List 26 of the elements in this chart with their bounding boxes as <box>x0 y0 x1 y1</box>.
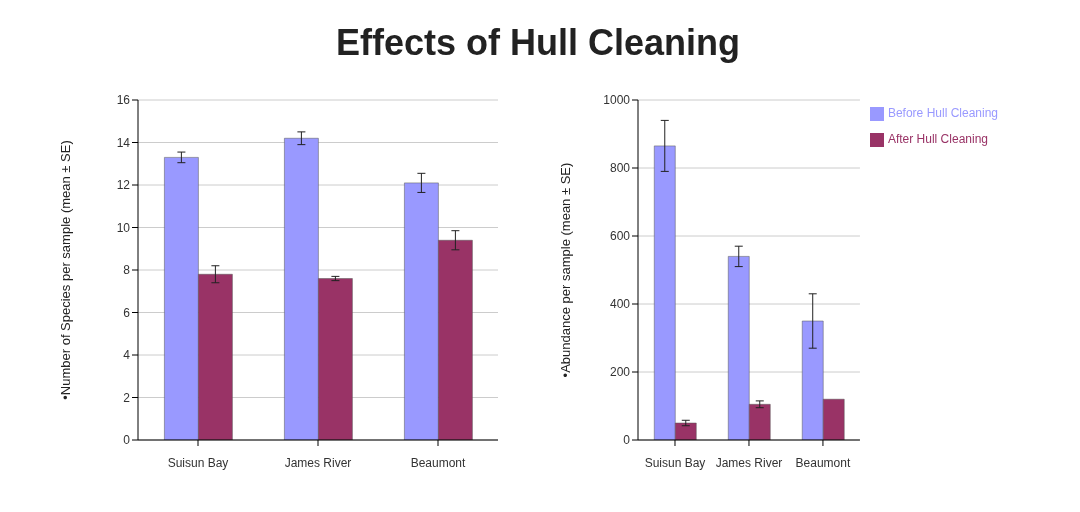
x-tick-label: James River <box>715 455 783 470</box>
y-tick-label: 400 <box>609 297 631 312</box>
x-tick-label: James River <box>284 455 352 470</box>
y-axis-title: •Abundance per sample (mean ± SE) <box>557 162 573 378</box>
legend-label: Before Hull Cleaning <box>887 106 998 120</box>
y-tick-label: 6 <box>123 305 131 320</box>
y-tick-label: 800 <box>609 161 631 176</box>
y-tick-label: 0 <box>623 433 631 448</box>
y-axis-title: •Number of Species per sample (mean ± SE) <box>57 140 73 400</box>
y-tick-label: 10 <box>116 220 131 235</box>
legend-label: After Hull Cleaning <box>887 132 988 146</box>
y-tick-label: 200 <box>609 365 631 380</box>
y-tick-label: 14 <box>116 135 131 150</box>
y-tick-label: 600 <box>609 229 631 244</box>
x-tick-label: Beaumont <box>410 455 467 470</box>
y-tick-label: 16 <box>116 93 131 108</box>
x-tick-label: Suisun Bay <box>644 455 706 470</box>
y-tick-label: 2 <box>123 390 131 405</box>
x-tick-label: Suisun Bay <box>167 455 229 470</box>
y-tick-label: 8 <box>123 263 131 278</box>
y-tick-label: 0 <box>123 433 131 448</box>
y-tick-label: 1000 <box>603 93 631 108</box>
x-tick-label: Beaumont <box>795 455 851 470</box>
chart-title: Effects of Hull Cleaning <box>334 21 741 65</box>
y-tick-label: 12 <box>116 178 131 193</box>
y-tick-label: 4 <box>123 348 131 363</box>
